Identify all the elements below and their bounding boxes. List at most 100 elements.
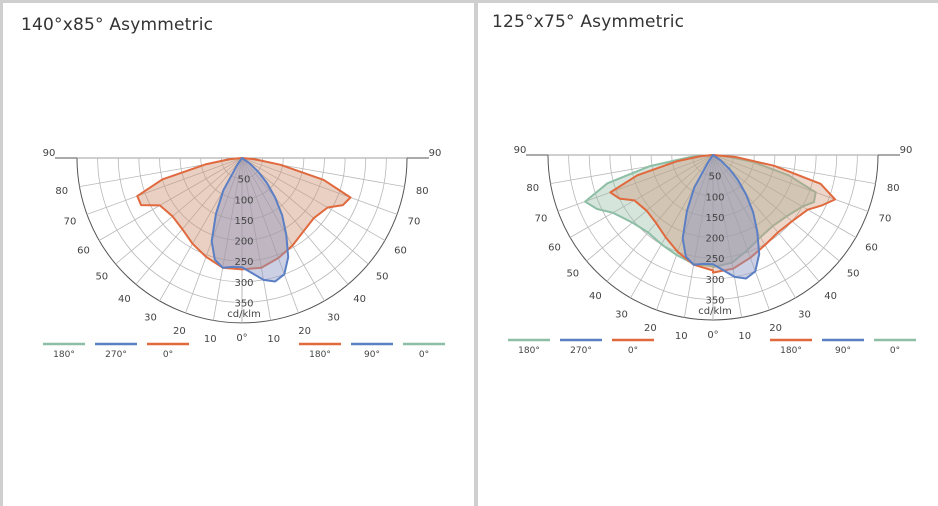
angle-label: 20 — [644, 323, 657, 334]
grid-spoke — [683, 154, 714, 318]
angle-label: 60 — [865, 243, 878, 254]
grid-spoke — [212, 157, 243, 321]
grid-spoke — [241, 157, 349, 285]
grid-spoke — [712, 154, 857, 238]
grid-spoke — [241, 157, 369, 265]
grid-spoke — [569, 154, 714, 238]
angle-label: 40 — [824, 291, 837, 302]
grid-spoke — [241, 157, 398, 215]
legend-label: 0° — [890, 346, 900, 356]
angle-label: 30 — [615, 309, 628, 320]
angle-label: 10 — [675, 331, 688, 342]
grid-spoke — [557, 154, 714, 212]
angle-label: 50 — [566, 269, 579, 280]
grid-spoke — [115, 157, 243, 265]
angle-label: 40 — [353, 294, 366, 305]
series-curve — [681, 154, 761, 280]
angle-label: 80 — [55, 186, 68, 197]
legend-label: 270° — [570, 346, 592, 356]
series-curve — [210, 157, 290, 283]
angle-label: 10 — [738, 331, 751, 342]
radial-tick-label: 150 — [234, 216, 253, 227]
angle-label: 50 — [95, 272, 108, 283]
angle-label: 30 — [144, 312, 157, 323]
grid-spoke — [712, 154, 869, 212]
grid-spoke — [712, 154, 820, 282]
radial-tick-label: 150 — [705, 213, 724, 224]
radial-tick-label: 300 — [705, 275, 724, 286]
grid-spoke — [656, 154, 714, 311]
radial-tick-label: 100 — [234, 195, 253, 206]
radial-tick-label: 100 — [705, 192, 724, 203]
angle-label: 90 — [429, 148, 442, 159]
angle-label: 90 — [514, 145, 527, 156]
legend-label: 180° — [518, 346, 540, 356]
radial-tick-label: 350 — [705, 295, 724, 306]
radial-tick-label: 50 — [238, 175, 251, 186]
angle-label: 60 — [394, 246, 407, 257]
grid-spoke — [241, 157, 272, 321]
panel-title: 140°x85° Asymmetric — [21, 15, 214, 35]
legend-label: 180° — [780, 346, 802, 356]
radial-tick-label: 200 — [705, 234, 724, 245]
angle-label: 90 — [43, 148, 56, 159]
legend-label: 270° — [105, 350, 127, 360]
grid-spoke — [241, 157, 325, 302]
legend-label: 0° — [419, 350, 429, 360]
radial-tick-label: 250 — [705, 254, 724, 265]
grid-spoke — [712, 154, 743, 318]
radial-tick-label: 350 — [234, 298, 253, 309]
angle-label: 20 — [769, 323, 782, 334]
angle-label: 40 — [589, 291, 602, 302]
angle-label: 20 — [298, 326, 311, 337]
angle-label: 50 — [376, 272, 389, 283]
panel-title: 125°x75° Asymmetric — [492, 12, 685, 32]
panel-separator — [474, 0, 478, 506]
series-curve — [136, 157, 352, 271]
unit-label: cd/klm — [698, 306, 732, 317]
grid-spoke — [86, 157, 243, 215]
radial-tick-label: 50 — [709, 172, 722, 183]
chart-panel-right: 125°x75° Asymmetric 50 100 150 200 250 300 350… — [478, 3, 938, 506]
angle-label: 70 — [408, 217, 421, 228]
legend-label: 0° — [163, 350, 173, 360]
angle-label: 80 — [416, 186, 429, 197]
legend-label: 180° — [309, 350, 331, 360]
grid-spoke — [98, 157, 243, 241]
legend-label: 90° — [364, 350, 380, 360]
angle-label: 40 — [118, 294, 131, 305]
angle-label: 10 — [267, 334, 280, 345]
angle-label: 20 — [173, 326, 186, 337]
grid-spoke — [712, 154, 840, 262]
angle-label: 80 — [887, 183, 900, 194]
angle-label: 70 — [64, 217, 77, 228]
angle-label: 30 — [798, 309, 811, 320]
angle-label: 70 — [879, 214, 892, 225]
grid-spoke — [606, 154, 714, 282]
angle-label-zero: 0° — [236, 333, 247, 344]
angle-label: 60 — [548, 243, 561, 254]
angle-label: 70 — [535, 214, 548, 225]
angle-label: 10 — [204, 334, 217, 345]
angle-label: 90 — [900, 145, 913, 156]
angle-label: 30 — [327, 312, 340, 323]
legend-label: 0° — [628, 346, 638, 356]
grid-spoke — [712, 154, 770, 311]
radial-tick-label: 200 — [234, 237, 253, 248]
legend-label: 90° — [835, 346, 851, 356]
radial-tick-label: 250 — [234, 257, 253, 268]
radial-tick-label: 300 — [234, 278, 253, 289]
grid-spoke — [241, 157, 299, 314]
angle-label-zero: 0° — [707, 330, 718, 341]
grid-spoke — [135, 157, 243, 285]
series-curve — [609, 154, 837, 274]
angle-label: 80 — [526, 183, 539, 194]
legend-label: 180° — [53, 350, 75, 360]
grid-spoke — [241, 157, 386, 241]
grid-spoke — [586, 154, 714, 262]
chart-panel-left: 140°x85° Asymmetric 50 100 150 200 250 300 350… — [3, 3, 469, 506]
grid-spoke — [712, 154, 796, 299]
